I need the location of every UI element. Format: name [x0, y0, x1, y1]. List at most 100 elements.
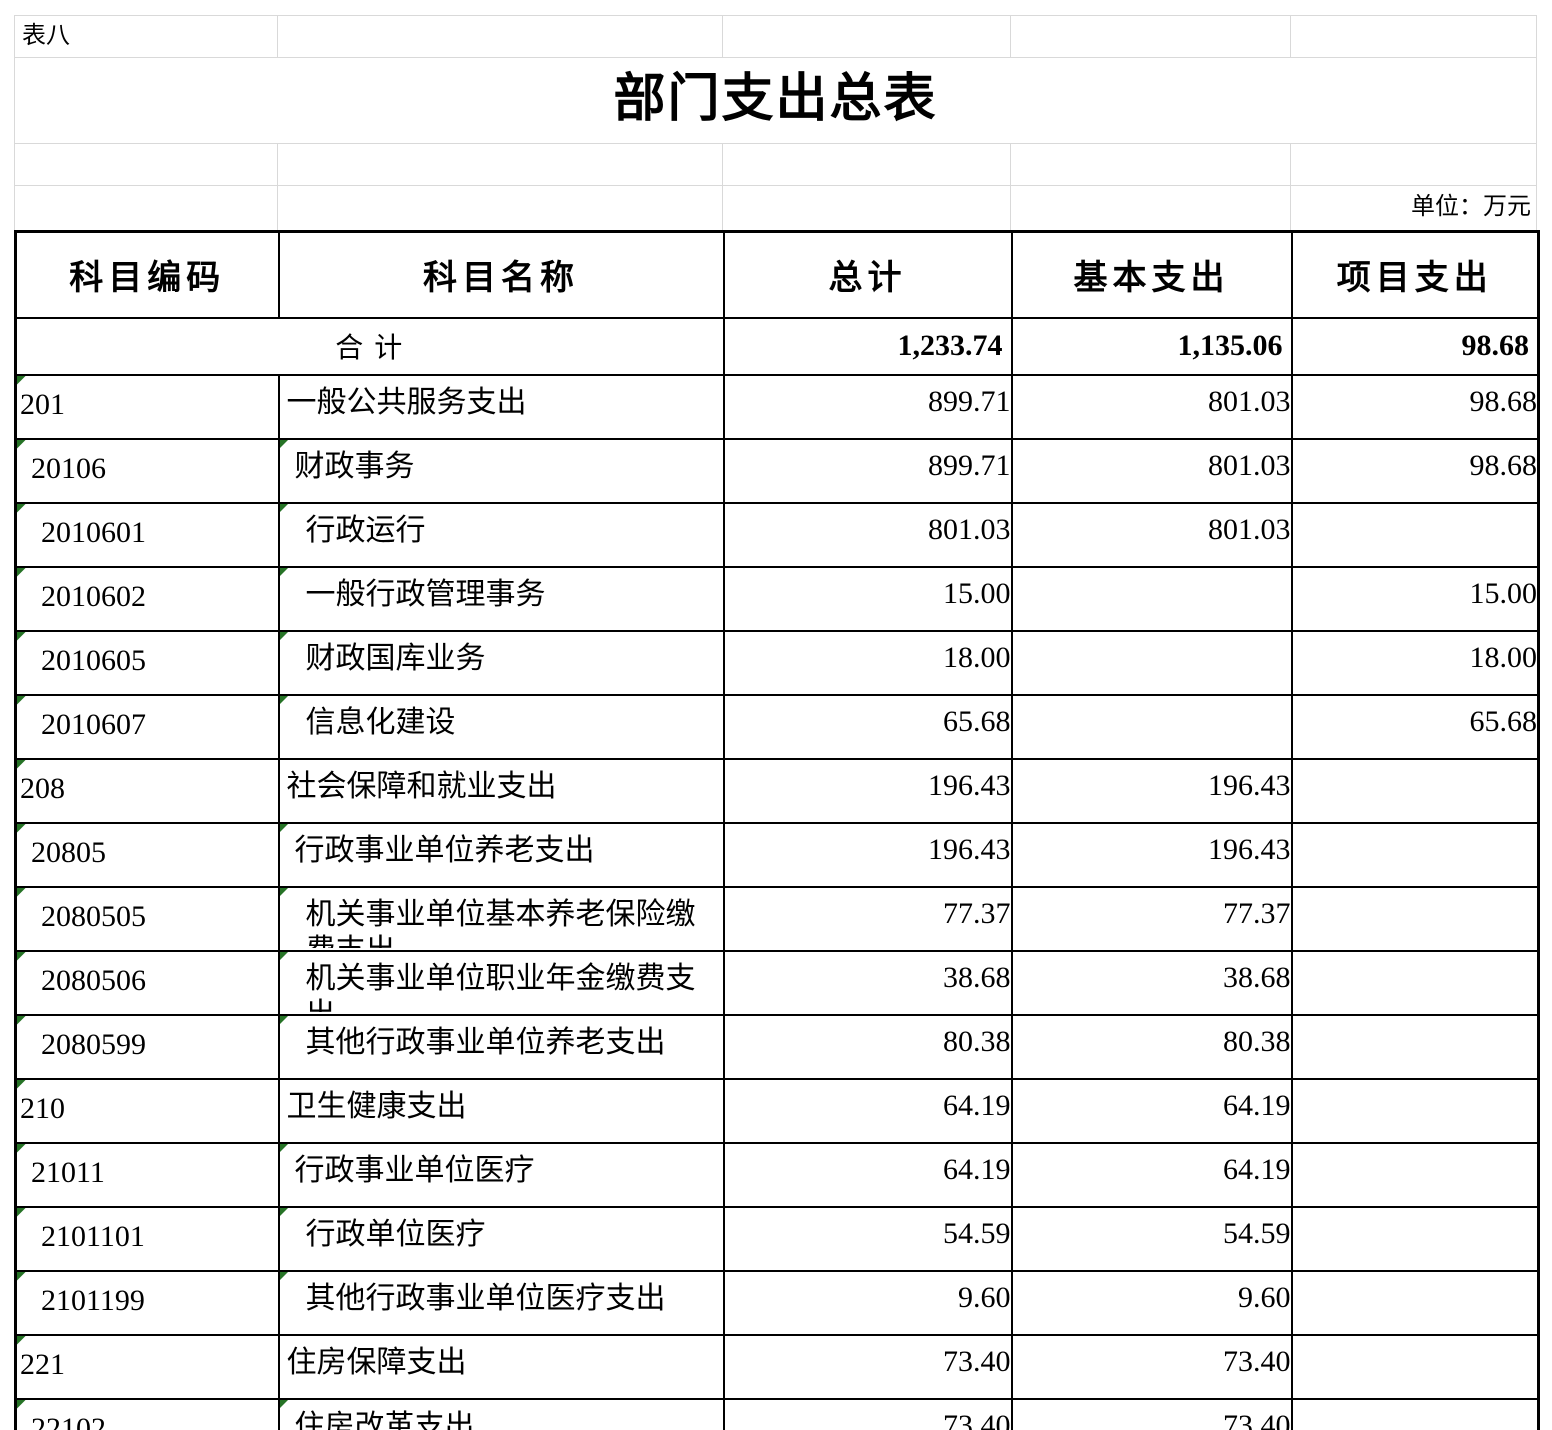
basic-value-cell[interactable] — [1010, 629, 1293, 696]
subject-code-cell[interactable]: 2010605 — [14, 629, 280, 696]
total-value-cell[interactable]: 80.38 — [722, 1013, 1013, 1080]
project-value-cell[interactable] — [1290, 1269, 1540, 1336]
subject-name-cell[interactable]: 住房保障支出 — [277, 1333, 725, 1400]
subject-name-cell[interactable]: 一般行政管理事务 — [277, 565, 725, 632]
basic-value-cell[interactable]: 38.68 — [1010, 949, 1293, 1016]
subject-code-cell[interactable]: 21011 — [14, 1141, 280, 1208]
project-value-cell[interactable] — [1290, 1013, 1540, 1080]
column-header-4[interactable]: 基本支出 — [1010, 230, 1293, 319]
column-header-5[interactable]: 项目支出 — [1290, 230, 1540, 319]
gridline — [14, 15, 1537, 16]
subject-code-cell[interactable]: 20106 — [14, 437, 280, 504]
project-value-cell[interactable] — [1290, 1333, 1540, 1400]
total-value-cell[interactable]: 18.00 — [722, 629, 1013, 696]
total-basic-cell[interactable]: 1,135.06 — [1010, 316, 1293, 376]
subject-name-cell[interactable]: 住房改革支出 — [277, 1397, 725, 1430]
subject-code-cell[interactable]: 2101199 — [14, 1269, 280, 1336]
subject-name-cell[interactable]: 机关事业单位职业年金缴费支出 — [277, 949, 725, 1016]
subject-code-cell[interactable]: 2080506 — [14, 949, 280, 1016]
basic-value-cell[interactable]: 196.43 — [1010, 757, 1293, 824]
total-value-cell[interactable]: 77.37 — [722, 885, 1013, 952]
total-value-cell[interactable]: 38.68 — [722, 949, 1013, 1016]
total-sum-cell[interactable]: 1,233.74 — [722, 316, 1013, 376]
project-value-cell[interactable]: 65.68 — [1290, 693, 1540, 760]
table-number-cell[interactable]: 表八 — [14, 15, 277, 57]
project-value-cell[interactable] — [1290, 501, 1540, 568]
basic-value-cell[interactable]: 77.37 — [1010, 885, 1293, 952]
subject-code-cell[interactable]: 2010601 — [14, 501, 280, 568]
subject-code: 210 — [20, 1091, 65, 1125]
subject-name-cell[interactable]: 机关事业单位基本养老保险缴费支出 — [277, 885, 725, 952]
subject-code-cell[interactable]: 2010602 — [14, 565, 280, 632]
subject-name-cell[interactable]: 行政事业单位医疗 — [277, 1141, 725, 1208]
total-value: 77.37 — [943, 896, 1011, 930]
project-value-cell[interactable] — [1290, 1077, 1540, 1144]
total-value-cell[interactable]: 899.71 — [722, 373, 1013, 440]
total-value-cell[interactable]: 9.60 — [722, 1269, 1013, 1336]
subject-name-cell[interactable]: 其他行政事业单位医疗支出 — [277, 1269, 725, 1336]
subject-code-cell[interactable]: 201 — [14, 373, 280, 440]
subject-code-cell[interactable]: 221 — [14, 1333, 280, 1400]
subject-name-cell[interactable]: 其他行政事业单位养老支出 — [277, 1013, 725, 1080]
expense-table-body: 合 计 1,233.74 1,135.06 98.68 201 一般公共服务支出 8… — [14, 316, 1540, 1430]
basic-value-cell[interactable]: 80.38 — [1010, 1013, 1293, 1080]
subject-name-cell[interactable]: 卫生健康支出 — [277, 1077, 725, 1144]
subject-name-cell[interactable]: 行政单位医疗 — [277, 1205, 725, 1272]
total-value-cell[interactable]: 64.19 — [722, 1141, 1013, 1208]
column-header-3[interactable]: 总计 — [722, 230, 1013, 319]
subject-code-cell[interactable]: 210 — [14, 1077, 280, 1144]
basic-value-cell[interactable]: 54.59 — [1010, 1205, 1293, 1272]
project-value-cell[interactable]: 98.68 — [1290, 437, 1540, 504]
subject-code-cell[interactable]: 22102 — [14, 1397, 280, 1430]
basic-value-cell[interactable]: 801.03 — [1010, 437, 1293, 504]
total-value-cell[interactable]: 801.03 — [722, 501, 1013, 568]
subject-name-cell[interactable]: 行政运行 — [277, 501, 725, 568]
project-value-cell[interactable] — [1290, 1397, 1540, 1430]
subject-name-cell[interactable]: 信息化建设 — [277, 693, 725, 760]
basic-value-cell[interactable]: 64.19 — [1010, 1077, 1293, 1144]
subject-name-cell[interactable]: 财政事务 — [277, 437, 725, 504]
total-value-cell[interactable]: 15.00 — [722, 565, 1013, 632]
total-value-cell[interactable]: 65.68 — [722, 693, 1013, 760]
project-value: 15.00 — [1469, 576, 1537, 610]
total-project-cell[interactable]: 98.68 — [1290, 316, 1540, 376]
total-value-cell[interactable]: 73.40 — [722, 1333, 1013, 1400]
column-header-2[interactable]: 科目名称 — [277, 230, 725, 319]
project-value-cell[interactable]: 15.00 — [1290, 565, 1540, 632]
basic-value-cell[interactable] — [1010, 693, 1293, 760]
subject-code-cell[interactable]: 208 — [14, 757, 280, 824]
basic-value-cell[interactable]: 73.40 — [1010, 1397, 1293, 1430]
total-value-cell[interactable]: 73.40 — [722, 1397, 1013, 1430]
basic-value-cell[interactable]: 64.19 — [1010, 1141, 1293, 1208]
basic-value-cell[interactable]: 801.03 — [1010, 373, 1293, 440]
project-value-cell[interactable] — [1290, 821, 1540, 888]
project-value-cell[interactable]: 98.68 — [1290, 373, 1540, 440]
subject-code-cell[interactable]: 20805 — [14, 821, 280, 888]
project-value-cell[interactable]: 18.00 — [1290, 629, 1540, 696]
project-value-cell[interactable] — [1290, 949, 1540, 1016]
subject-name-cell[interactable]: 财政国库业务 — [277, 629, 725, 696]
subject-code-cell[interactable]: 2101101 — [14, 1205, 280, 1272]
basic-value-cell[interactable]: 801.03 — [1010, 501, 1293, 568]
subject-code-cell[interactable]: 2080599 — [14, 1013, 280, 1080]
basic-value-cell[interactable] — [1010, 565, 1293, 632]
column-header-1[interactable]: 科目编码 — [14, 230, 280, 319]
subject-code-cell[interactable]: 2010607 — [14, 693, 280, 760]
project-value-cell[interactable] — [1290, 1205, 1540, 1272]
project-value-cell[interactable] — [1290, 1141, 1540, 1208]
project-value-cell[interactable] — [1290, 885, 1540, 952]
basic-value-cell[interactable]: 73.40 — [1010, 1333, 1293, 1400]
subject-name-cell[interactable]: 一般公共服务支出 — [277, 373, 725, 440]
subject-code-cell[interactable]: 2080505 — [14, 885, 280, 952]
basic-value-cell[interactable]: 196.43 — [1010, 821, 1293, 888]
total-value-cell[interactable]: 899.71 — [722, 437, 1013, 504]
subject-name-cell[interactable]: 行政事业单位养老支出 — [277, 821, 725, 888]
basic-value-cell[interactable]: 9.60 — [1010, 1269, 1293, 1336]
total-value-cell[interactable]: 196.43 — [722, 757, 1013, 824]
total-value-cell[interactable]: 54.59 — [722, 1205, 1013, 1272]
total-value-cell[interactable]: 196.43 — [722, 821, 1013, 888]
total-label-cell[interactable]: 合 计 — [14, 316, 725, 376]
subject-name-cell[interactable]: 社会保障和就业支出 — [277, 757, 725, 824]
project-value-cell[interactable] — [1290, 757, 1540, 824]
total-value-cell[interactable]: 64.19 — [722, 1077, 1013, 1144]
